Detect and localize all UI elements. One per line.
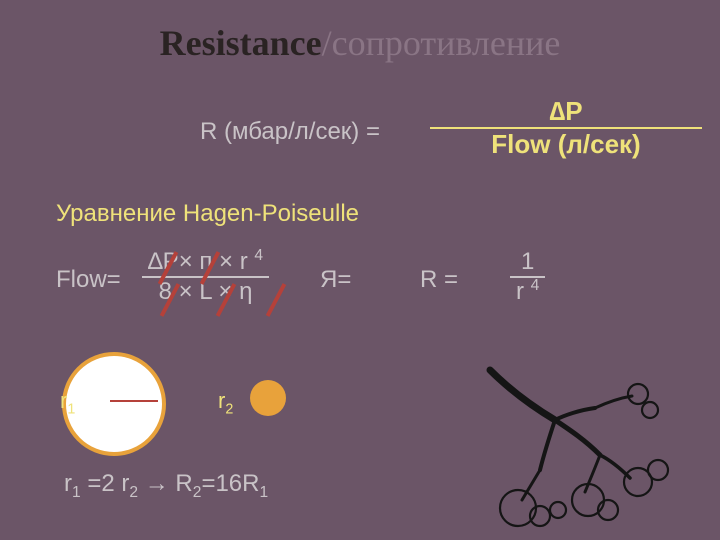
eq2-flow-label: Flow= bbox=[56, 266, 121, 294]
slide-root: Resistance/сопротивление R (мбар/л/сек) =… bbox=[0, 0, 720, 540]
label-r1: r1 bbox=[60, 388, 75, 414]
eq1-fraction: ∆PFlow (л/сек) bbox=[430, 96, 702, 160]
label-r2: r2 bbox=[218, 388, 233, 414]
hagen-poiseuille-label: Уравнение Hagen-Poiseulle bbox=[56, 200, 359, 228]
circle-r1 bbox=[62, 352, 166, 456]
bottom-equation: r1 =2 r2 → R2=16R1 bbox=[64, 470, 268, 498]
circle-r1-radius-line bbox=[110, 400, 158, 402]
bronchial-tree-illustration bbox=[460, 360, 690, 530]
eq3-fraction: 1r 4 bbox=[510, 248, 545, 306]
eq3-lhs: R = bbox=[420, 266, 458, 294]
slide-title: Resistance/сопротивление bbox=[0, 22, 720, 64]
eq3-den: r 4 bbox=[510, 276, 545, 306]
title-ru: сопротивление bbox=[332, 23, 561, 63]
eq1-left: R (мбар/л/сек) = bbox=[200, 118, 380, 146]
title-en: Resistance bbox=[160, 23, 322, 63]
eq2-equals-r: =R bbox=[320, 266, 351, 294]
eq1-num: ∆P bbox=[430, 96, 702, 127]
title-sep: / bbox=[322, 23, 332, 63]
eq3-num: 1 bbox=[510, 248, 545, 276]
circle-r2 bbox=[250, 380, 286, 416]
eq1-den: Flow (л/сек) bbox=[430, 127, 702, 160]
